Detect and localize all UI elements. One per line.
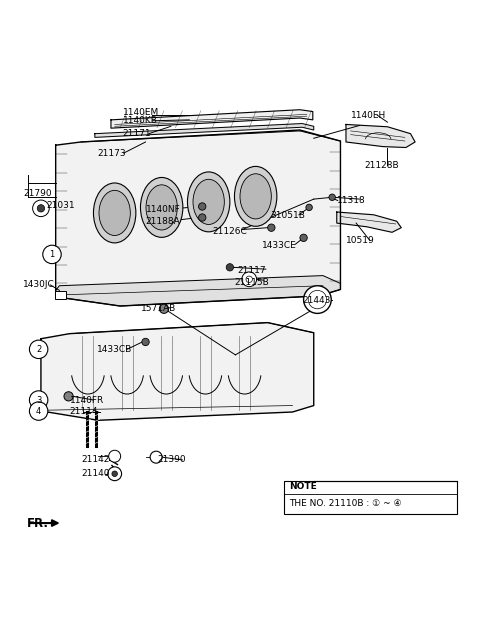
Circle shape [303, 286, 331, 314]
Text: 21114: 21114 [70, 406, 98, 415]
Text: 21173: 21173 [97, 149, 126, 158]
Text: 21443: 21443 [302, 296, 331, 305]
Ellipse shape [146, 185, 177, 230]
Circle shape [159, 304, 168, 314]
Circle shape [329, 194, 336, 200]
Circle shape [108, 450, 120, 462]
Text: 1433CE: 1433CE [262, 240, 297, 250]
Text: 1140FR: 1140FR [70, 396, 104, 404]
Text: 4: 4 [36, 406, 41, 415]
Polygon shape [56, 130, 340, 306]
Text: 1140EH: 1140EH [350, 111, 386, 120]
Circle shape [300, 234, 307, 242]
Circle shape [29, 402, 48, 420]
Polygon shape [95, 123, 314, 137]
Circle shape [199, 203, 206, 210]
Text: 1433CB: 1433CB [97, 345, 132, 354]
Text: 21790: 21790 [24, 189, 52, 198]
Circle shape [242, 272, 257, 287]
Circle shape [37, 205, 45, 212]
Circle shape [150, 451, 162, 463]
FancyBboxPatch shape [284, 481, 456, 514]
Text: 3: 3 [36, 396, 41, 404]
FancyBboxPatch shape [55, 291, 66, 299]
Text: 31051B: 31051B [270, 211, 305, 220]
Circle shape [33, 200, 49, 217]
Text: 21126C: 21126C [212, 227, 247, 236]
Ellipse shape [94, 183, 136, 243]
Ellipse shape [193, 179, 224, 225]
Text: FR.: FR. [27, 516, 49, 530]
Text: 21188A: 21188A [145, 217, 180, 226]
Polygon shape [41, 322, 314, 420]
Polygon shape [56, 275, 340, 306]
Polygon shape [111, 110, 313, 128]
Circle shape [112, 471, 118, 476]
Circle shape [226, 264, 234, 271]
Text: 21171: 21171 [122, 129, 151, 138]
Text: 21031: 21031 [47, 200, 75, 210]
Text: 1140NF: 1140NF [145, 205, 180, 214]
Text: 1140KB: 1140KB [122, 116, 157, 125]
Circle shape [43, 245, 61, 264]
Ellipse shape [234, 167, 277, 226]
Circle shape [268, 224, 275, 232]
Text: 10519: 10519 [346, 236, 375, 245]
Text: 1: 1 [49, 250, 55, 259]
Ellipse shape [99, 190, 131, 235]
Text: 2: 2 [36, 345, 41, 354]
Text: 21117: 21117 [238, 266, 266, 275]
Text: 21140: 21140 [81, 469, 109, 478]
Circle shape [29, 391, 48, 409]
Circle shape [108, 467, 121, 481]
Text: 1430JC: 1430JC [24, 280, 55, 289]
Text: THE NO. 21110B : ① ~ ④: THE NO. 21110B : ① ~ ④ [289, 499, 402, 508]
Circle shape [64, 392, 73, 401]
Polygon shape [346, 125, 415, 148]
Text: 21142: 21142 [81, 455, 109, 464]
Text: 21115B: 21115B [234, 277, 269, 287]
Ellipse shape [240, 174, 271, 219]
Ellipse shape [141, 177, 183, 237]
Text: 11318: 11318 [337, 196, 365, 205]
Circle shape [142, 338, 149, 345]
Text: NOTE: NOTE [289, 481, 317, 491]
Text: 21128B: 21128B [364, 162, 399, 170]
Circle shape [29, 340, 48, 359]
Polygon shape [337, 212, 401, 232]
Circle shape [199, 214, 206, 221]
Ellipse shape [188, 172, 230, 232]
Text: 21390: 21390 [157, 455, 186, 464]
Circle shape [306, 204, 312, 211]
Text: 1571AB: 1571AB [141, 304, 176, 314]
Text: 1140EM: 1140EM [122, 109, 159, 118]
